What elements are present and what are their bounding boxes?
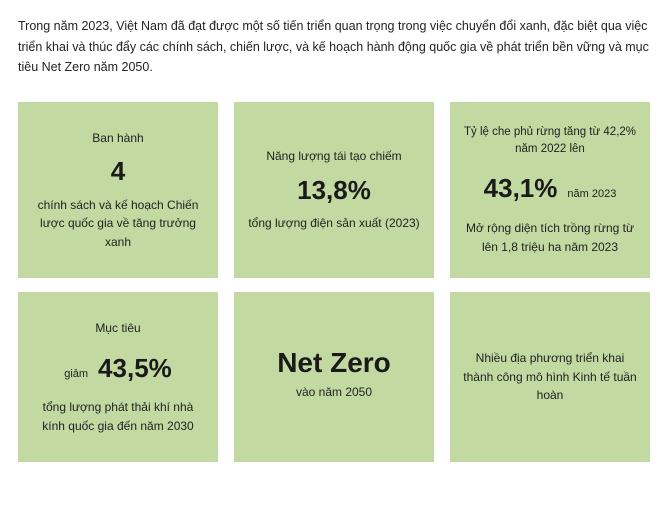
- stat-card-netzero: Net Zero vào năm 2050: [234, 292, 434, 462]
- card-stat: 13,8%: [297, 176, 371, 205]
- card-top-text: Mục tiêu: [95, 319, 140, 338]
- card-stat: 43,1%: [484, 174, 558, 203]
- stats-grid: Ban hành 4 chính sách và kế hoạch Chiến …: [18, 102, 650, 462]
- card-stat-row: 43,1% năm 2023: [484, 168, 617, 209]
- card-stat: 43,5%: [98, 354, 172, 383]
- card-bottom-text: tổng lượng điện sản xuất (2023): [248, 214, 419, 233]
- stat-card-policies: Ban hành 4 chính sách và kế hoạch Chiến …: [18, 102, 218, 278]
- card-bottom-text: Mở rộng diện tích trồng rừng từ lên 1,8 …: [462, 219, 638, 256]
- card-stat: 4: [111, 157, 125, 186]
- stat-card-forest: Tỷ lệ che phủ rừng tăng từ 42,2% năm 202…: [450, 102, 650, 278]
- card-stat-suffix: năm 2023: [567, 188, 616, 200]
- stat-card-emissions: Mục tiêu giảm 43,5% tổng lượng phát thải…: [18, 292, 218, 462]
- card-bottom-text: tổng lượng phát thải khí nhà kính quốc g…: [30, 398, 206, 435]
- card-text: Nhiều địa phương triển khai thành công m…: [462, 349, 638, 405]
- card-bottom-text: vào năm 2050: [296, 383, 372, 402]
- card-bottom-text: chính sách và kế hoạch Chiến lược quốc g…: [30, 196, 206, 252]
- card-top-text: Tỷ lệ che phủ rừng tăng từ 42,2% năm 202…: [462, 124, 638, 159]
- card-stat-prefix: giảm: [64, 368, 88, 380]
- stat-card-circular-economy: Nhiều địa phương triển khai thành công m…: [450, 292, 650, 462]
- card-stat: Net Zero: [277, 348, 391, 379]
- intro-paragraph: Trong năm 2023, Việt Nam đã đạt được một…: [18, 16, 650, 78]
- card-top-text: Ban hành: [92, 129, 143, 148]
- card-top-text: Năng lượng tái tạo chiếm: [266, 147, 401, 166]
- card-stat-row: giảm 43,5%: [64, 348, 172, 389]
- stat-card-renewable: Năng lượng tái tạo chiếm 13,8% tổng lượn…: [234, 102, 434, 278]
